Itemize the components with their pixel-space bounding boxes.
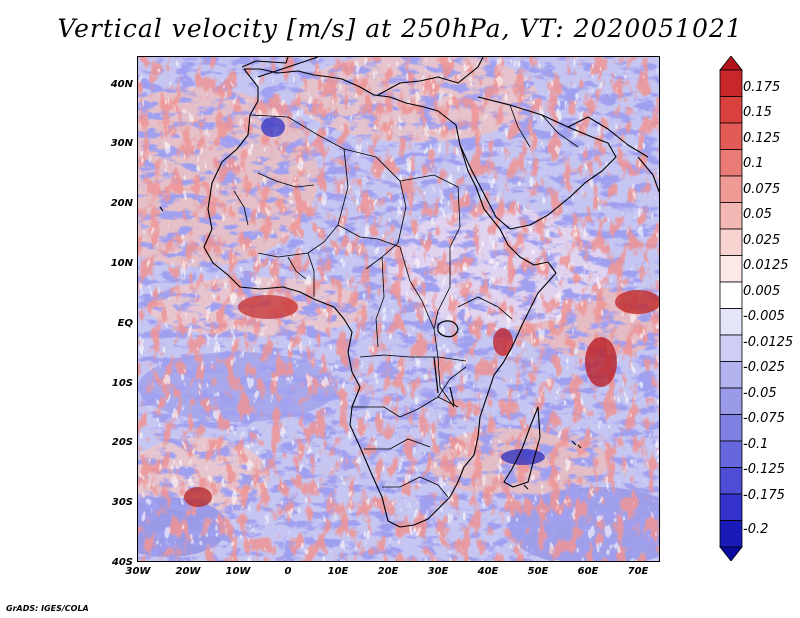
- lat-label: 10S: [111, 378, 133, 389]
- lon-label: 0: [284, 566, 292, 577]
- colorbar-label: -0.075: [743, 411, 785, 426]
- colorbar-swatch: [719, 69, 743, 97]
- colorbar-label: -0.05: [743, 386, 777, 401]
- colorbar-label: 0.005: [743, 284, 781, 299]
- lat-label: 20S: [111, 437, 133, 448]
- colorbar-swatch: [719, 56, 743, 71]
- colorbar-label: 0.15: [743, 105, 772, 120]
- colorbar-label: 0.175: [743, 80, 781, 95]
- lat-label: 20N: [110, 198, 133, 209]
- colorbar-label: 0.125: [743, 131, 781, 146]
- colorbar-swatch: [719, 308, 743, 336]
- chart-title: Vertical velocity [m/s] at 250hPa, VT: 2…: [57, 14, 743, 43]
- colorbar: [719, 56, 743, 561]
- lon-label: 30E: [427, 566, 449, 577]
- colorbar-swatch: [719, 361, 743, 389]
- colorbar-label: 0.05: [743, 207, 772, 222]
- colorbar-label: -0.125: [743, 462, 785, 477]
- lakes: [433, 320, 459, 406]
- lon-label: 70E: [627, 566, 649, 577]
- colorbar-swatch: [719, 414, 743, 442]
- colorbar-label: -0.025: [743, 360, 785, 375]
- country-borders: [233, 104, 579, 498]
- colorbar-swatch: [719, 387, 743, 415]
- lon-label: 30W: [125, 566, 151, 577]
- colorbar-label: 0.025: [743, 233, 781, 248]
- colorbar-label: -0.175: [743, 488, 785, 503]
- colorbar-label: 0.075: [743, 182, 781, 197]
- colorbar-swatch: [719, 520, 743, 548]
- colorbar-label: -0.005: [743, 309, 785, 324]
- colorbar-label: -0.1: [743, 437, 769, 452]
- colorbar-label: -0.0125: [743, 335, 794, 350]
- colorbar-swatch: [719, 228, 743, 256]
- lon-label: 10W: [225, 566, 251, 577]
- colorbar-label: 0.0125: [743, 258, 789, 273]
- lat-label: 40S: [111, 557, 133, 568]
- lon-label: 20E: [377, 566, 399, 577]
- white-streaks: [138, 57, 659, 561]
- colorbar-swatch: [719, 334, 743, 362]
- colorbar-swatch: [719, 202, 743, 230]
- lat-label: 10N: [110, 258, 133, 269]
- colorbar-label: -0.2: [743, 522, 769, 537]
- colorbar-swatch: [719, 546, 743, 561]
- colorbar-swatch: [719, 96, 743, 124]
- colorbar-swatch: [719, 255, 743, 283]
- colorbar-swatch: [719, 175, 743, 203]
- coastlines: [159, 57, 659, 528]
- credit-text: GrADS: IGES/COLA: [6, 604, 89, 613]
- colorbar-swatch: [719, 281, 743, 309]
- colorbar-label: 0.1: [743, 156, 764, 171]
- lon-label: 40E: [477, 566, 499, 577]
- colorbar-swatches: [719, 56, 743, 561]
- colorbar-swatch: [719, 467, 743, 495]
- colorbar-swatch: [719, 440, 743, 468]
- map-panel: [137, 56, 660, 562]
- colorbar-swatch: [719, 149, 743, 177]
- map-canvas: [138, 57, 659, 561]
- colorbar-swatch: [719, 122, 743, 150]
- lon-label: 10E: [327, 566, 349, 577]
- lat-label: 40N: [110, 79, 133, 90]
- lat-label: EQ: [117, 318, 133, 329]
- lon-label: 20W: [175, 566, 201, 577]
- intense-cells: [184, 117, 659, 507]
- lat-label: 30S: [111, 497, 133, 508]
- colorbar-swatch: [719, 493, 743, 521]
- lon-label: 60E: [577, 566, 599, 577]
- lon-label: 50E: [527, 566, 549, 577]
- lat-label: 30N: [110, 138, 133, 149]
